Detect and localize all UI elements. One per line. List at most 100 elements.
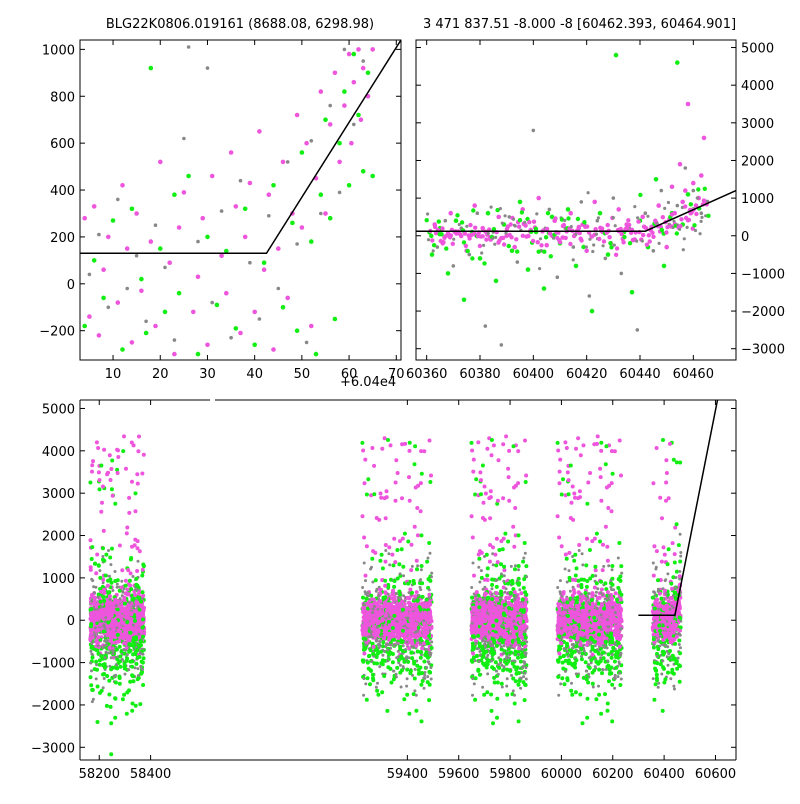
data-point-green-fill198 [609,245,614,250]
data-point-green-1-2555 [369,593,374,598]
data-point-green-1-2440 [396,658,401,662]
data-point-gray-fill79 [498,207,502,211]
data-point-green-0-476 [103,653,108,658]
data-point-green-1-3396 [392,613,397,618]
data-point-green-35 [346,183,352,188]
data-point-green-1-3204 [425,639,429,644]
data-point-green-0-1340 [130,639,135,643]
data-point-green-2-4278 [486,595,491,600]
data-point-magenta-fill17 [440,226,445,231]
data-point-green-33 [685,192,691,197]
data-point-gray-2-4177 [523,671,527,675]
data-point-gray-fill66 [486,231,490,236]
data-point-gray-0-1603 [131,623,135,627]
data-point-green-0-1635 [141,617,145,622]
data-point-green-0-893 [102,672,107,676]
data-point-green-1-1917 [361,659,366,664]
data-point-green-7 [143,330,149,336]
data-point-magenta-fill6 [430,238,435,243]
data-point-gray-22 [611,196,616,200]
data-point-gray-12 [196,239,200,244]
data-point-magenta-1-3342 [413,594,418,599]
data-point-gray-0-790 [90,642,94,645]
x-tick-label: 10 [105,367,122,382]
x-tick-label: 60 [341,367,358,382]
data-point-magenta-27 [233,204,239,209]
data-point-magenta-fill52 [473,225,478,230]
data-point-green-2-3558 [495,696,500,701]
data-point-magenta-1-3268 [371,644,376,649]
data-point-gray-1-2590 [428,551,432,555]
data-point-green-0-183 [89,557,94,561]
data-point-green-23 [613,52,619,58]
data-point-gray-0-712 [108,664,112,668]
data-point-green-39 [365,70,371,76]
data-point-gray-fill61 [482,243,486,247]
data-point-magenta-2-4276 [491,443,496,448]
data-point-magenta-1-3146 [372,624,376,629]
data-point-green-0-865 [133,491,138,496]
data-point-green-1-2804 [385,708,390,713]
data-point-gray-0-130 [90,700,94,704]
data-point-gray-9 [507,215,512,219]
data-point-gray-3 [116,197,120,202]
data-point-magenta-0-1589 [101,484,105,489]
data-point-green-0-1452 [135,677,140,682]
x-tick-label: 40 [246,367,263,382]
y-tick-label: 3000 [741,117,774,132]
data-point-magenta-0-1572 [110,634,115,639]
data-point-green-0-217 [109,752,114,757]
data-point-green-1-2599 [410,590,414,595]
data-point-magenta-9 [129,340,135,345]
data-point-green-0-1317 [132,642,137,647]
data-point-magenta-1-1991 [384,489,389,494]
data-point-gray-0-1525 [96,644,100,648]
data-point-green-32 [332,316,338,322]
data-point-magenta-2-4381 [483,491,488,496]
y-tick-label: 5000 [741,42,774,57]
data-point-magenta-1-2897 [420,646,425,651]
data-point-magenta-fill285 [690,226,695,231]
data-point-green-1-2984 [408,671,413,676]
data-point-magenta-0-1612 [139,629,144,634]
data-point-magenta-2-4340 [512,485,516,490]
data-point-magenta-1-2041 [418,481,423,486]
data-point-magenta-21 [200,215,205,221]
data-point-green-1-1885 [390,660,395,665]
data-point-green-0-1522 [128,630,133,635]
data-point-green-1-3095 [398,670,403,675]
data-point-green-0-1658 [107,692,112,697]
data-point-gray-2-4348 [496,672,500,676]
data-point-magenta-1-2427 [414,590,419,595]
data-point-gray-fill81 [500,221,504,225]
data-point-magenta-fill238 [646,233,651,238]
data-point-green-1-2518 [363,645,368,650]
data-point-magenta-fill297 [701,198,707,203]
data-point-magenta-fill154 [568,241,573,247]
data-point-green-0-1661 [127,642,132,647]
data-point-green-20 [589,308,595,314]
data-point-magenta-28 [238,330,243,336]
data-point-magenta-1-3224 [407,602,412,607]
data-point-magenta-51 [346,51,352,57]
data-point-magenta-41 [299,225,305,230]
data-point-magenta-0-1531 [96,470,101,475]
data-point-green-fill88 [506,243,511,249]
data-point-magenta-1-3278 [365,601,370,606]
data-point-magenta-1-3143 [380,578,385,583]
data-point-gray-27 [651,249,656,253]
data-point-green-5 [129,206,135,212]
data-point-magenta-0-127 [94,571,99,576]
data-point-magenta-0-1636 [122,595,127,600]
data-point-magenta-1-1839 [360,514,365,519]
data-point-gray-1-3258 [403,624,407,627]
data-point-gray-30 [352,122,356,127]
data-point-green-10 [509,248,515,254]
data-point-green-1-3071 [407,440,412,445]
data-point-green-1-3376 [382,674,387,678]
data-point-green-2-3954 [499,647,504,652]
data-point-green-0-1667 [133,618,137,623]
data-point-magenta-0-554 [125,525,130,530]
data-point-green-0-1349 [131,679,136,684]
